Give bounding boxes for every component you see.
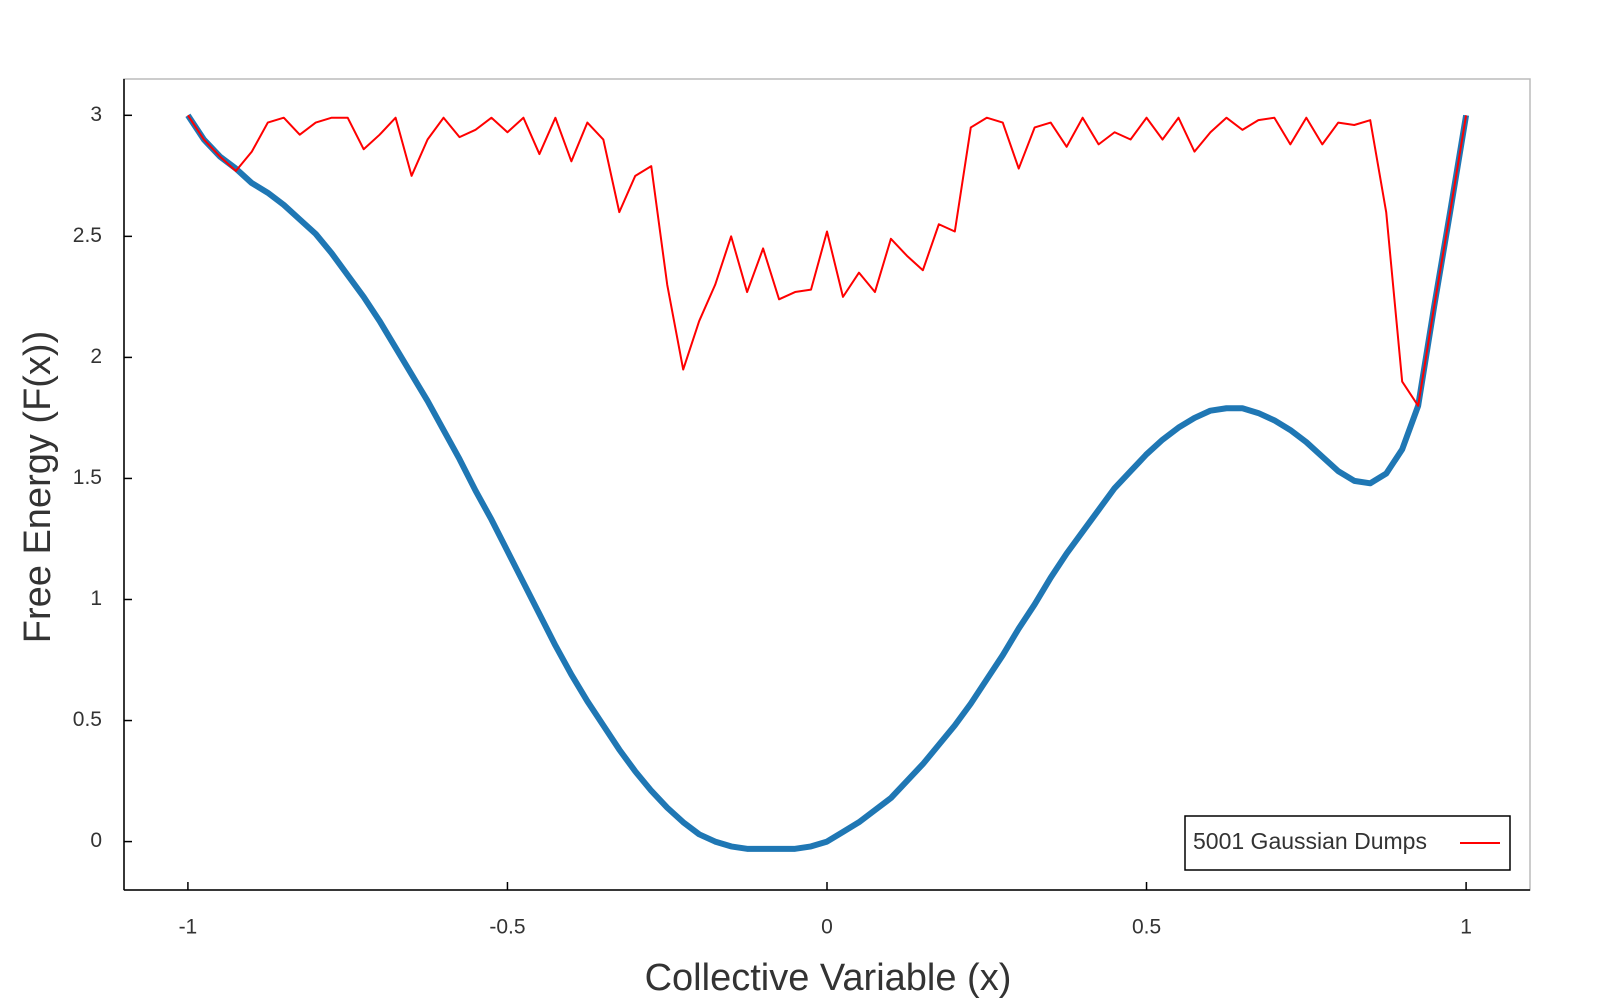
y-tick-label: 2.5 xyxy=(73,224,102,247)
x-tick-label: -1 xyxy=(179,916,198,939)
y-tick-label: 0.5 xyxy=(73,708,102,731)
y-tick-label: 2 xyxy=(90,345,102,368)
series-line xyxy=(187,114,1468,407)
y-tick-label: 1 xyxy=(90,587,102,610)
x-tick-label: -0.5 xyxy=(489,916,525,939)
y-axis-title: Free Energy (F(x)) xyxy=(17,331,59,643)
legend-box xyxy=(1184,815,1511,871)
plot-frame xyxy=(123,78,1531,891)
x-tick-label: 1 xyxy=(1460,916,1472,939)
x-axis-title: Collective Variable (x) xyxy=(645,957,1012,999)
series-line xyxy=(185,113,1470,852)
x-tick-label: 0 xyxy=(821,916,833,939)
y-tick-label: 3 xyxy=(90,103,102,126)
legend-label: 5001 Gaussian Dumps xyxy=(1193,828,1427,854)
y-tick-label: 1.5 xyxy=(73,466,102,489)
y-tick-label: 0 xyxy=(90,829,102,852)
x-tick-label: 0.5 xyxy=(1132,916,1161,939)
